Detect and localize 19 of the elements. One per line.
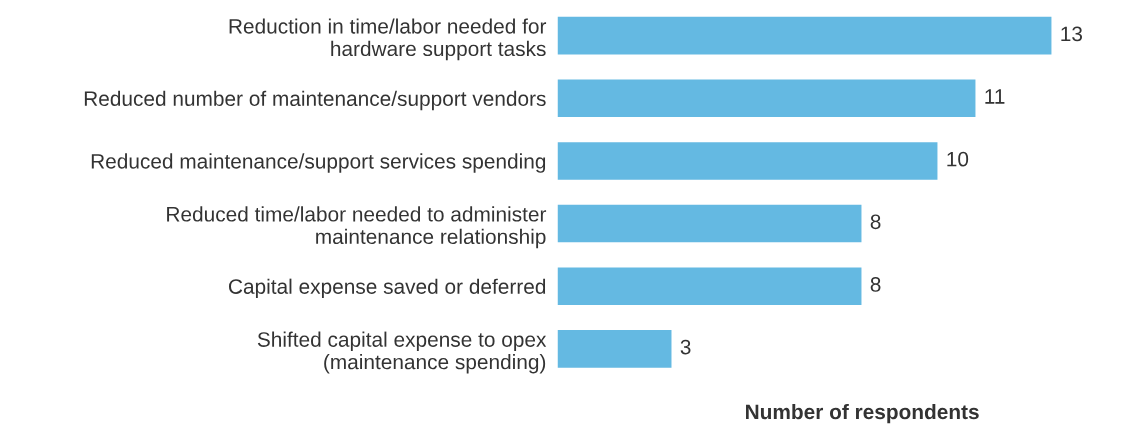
x-axis-title: Number of respondents [746,403,979,424]
data-label: 8 [870,214,881,230]
data-label: 13 [1061,26,1083,42]
bar [557,267,862,305]
data-label: 10 [947,151,969,167]
bar [557,79,976,118]
bar [557,330,672,368]
y-tick-label: Reduced number of maintenance/support vendors [84,90,546,111]
y-tick-label: Reduction in time/labor needed for hardware support tasks [229,18,547,61]
data-label: 11 [985,89,1005,104]
data-label: 3 [680,339,691,355]
bar [557,16,1052,55]
y-tick-label: Shifted capital expense to opex (maintenance spending) [257,331,547,374]
data-label: 8 [870,277,881,292]
y-tick-label: Capital expense saved or deferred [228,278,546,299]
y-tick-label: Reduced maintenance/support services spending [91,153,546,173]
bar [557,142,938,180]
y-tick-label: Reduced time/labor needed to administer maintenance relationship [167,206,547,249]
bar [557,204,862,243]
